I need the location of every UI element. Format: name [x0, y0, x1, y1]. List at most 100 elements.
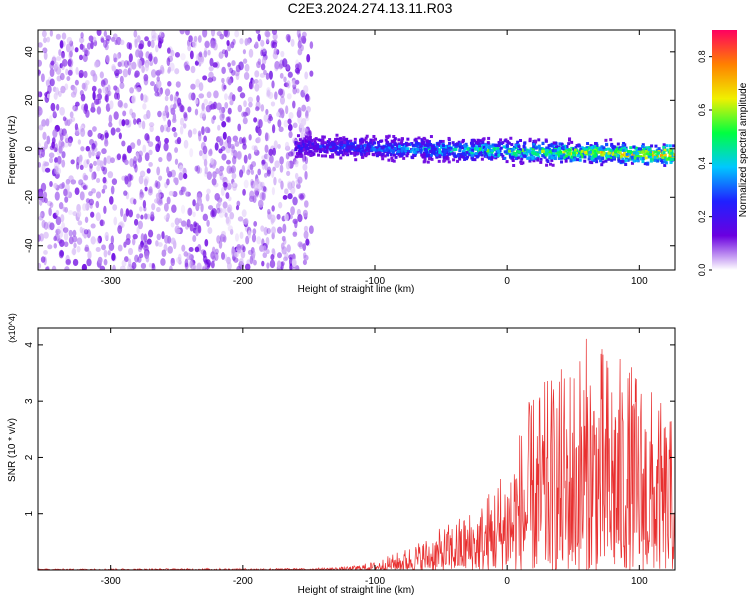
heatmap-cell — [123, 241, 127, 248]
heatmap-cell — [639, 155, 643, 159]
heatmap-cell — [551, 149, 555, 153]
heatmap-cell — [279, 96, 286, 105]
heatmap-cell — [641, 143, 645, 147]
heatmap-cell — [78, 72, 84, 79]
heatmap-cell — [163, 124, 169, 132]
heatmap-cell — [60, 214, 65, 223]
heatmap-cell — [148, 162, 153, 167]
heatmap-cell — [441, 139, 445, 143]
heatmap-cell — [549, 144, 553, 148]
heatmap-cell — [625, 152, 629, 156]
heatmap-cell — [293, 159, 299, 165]
heatmap-cell — [97, 256, 103, 264]
heatmap-cell — [38, 106, 43, 116]
heatmap-cell — [343, 140, 347, 144]
heatmap-cell — [545, 149, 549, 153]
heatmap-cell — [260, 63, 266, 71]
heatmap-cell — [59, 63, 63, 69]
heatmap-cell — [458, 145, 462, 149]
heatmap-cell — [67, 138, 72, 147]
heatmap-cell — [385, 145, 389, 149]
heatmap-cell — [38, 162, 42, 168]
heatmap-cell — [315, 149, 319, 153]
heatmap-cell — [93, 61, 100, 68]
heatmap-cell — [50, 60, 55, 66]
heatmap-cell — [76, 210, 82, 218]
heatmap-cell — [100, 38, 105, 43]
heatmap-cell — [600, 145, 604, 149]
heatmap-cell — [95, 191, 102, 199]
heatmap-cell — [86, 158, 90, 165]
heatmap-cell — [89, 163, 94, 169]
heatmap-cell — [242, 246, 246, 253]
heatmap-cell — [234, 252, 239, 258]
heatmap-cell — [251, 79, 256, 85]
heatmap-cell — [611, 146, 615, 150]
heatmap-cell — [225, 216, 230, 224]
heatmap-cell — [307, 130, 312, 138]
heatmap-cell — [68, 59, 72, 66]
heatmap-cell — [204, 41, 210, 49]
heatmap-cell — [452, 158, 456, 162]
heatmap-cell — [270, 254, 275, 261]
heatmap-cell — [108, 114, 113, 124]
heatmap-cell — [301, 117, 307, 126]
heatmap-cell — [80, 93, 86, 102]
heatmap-cell — [117, 61, 122, 68]
heatmap-cell — [208, 149, 213, 157]
heatmap-cell — [607, 151, 611, 155]
heatmap-cell — [178, 165, 184, 172]
heatmap-cell — [363, 138, 367, 142]
heatmap-cell — [103, 258, 108, 266]
heatmap-cell — [189, 148, 194, 158]
heatmap-cell — [199, 55, 204, 63]
heatmap-cell — [542, 154, 546, 158]
heatmap-cell — [180, 105, 185, 113]
heatmap-cell — [673, 153, 675, 157]
heatmap-cell — [306, 54, 311, 63]
heatmap-cell — [47, 85, 52, 94]
heatmap-cell — [644, 156, 648, 160]
heatmap-cell — [473, 158, 477, 162]
heatmap-cell — [280, 50, 285, 58]
heatmap-cell — [163, 142, 169, 152]
heatmap-cell — [171, 117, 177, 123]
heatmap-cell — [258, 119, 263, 129]
heatmap-cell — [199, 112, 204, 119]
heatmap-cell — [212, 62, 218, 68]
heatmap-cell — [106, 155, 112, 164]
heatmap-cell — [573, 158, 577, 162]
heatmap-cell — [623, 143, 627, 147]
heatmap-cell — [273, 176, 277, 186]
heatmap-cell — [257, 128, 262, 136]
heatmap-cell — [299, 144, 303, 148]
heatmap-cell — [164, 137, 169, 144]
heatmap-cell — [484, 142, 488, 146]
heatmap-cell — [299, 149, 303, 153]
heatmap-cell — [121, 259, 127, 267]
heatmap-cell — [672, 144, 675, 148]
heatmap-cell — [252, 228, 257, 235]
heatmap-cell — [167, 245, 173, 254]
heatmap-cell — [503, 139, 507, 143]
heatmap-cell — [412, 153, 416, 157]
heatmap-cell — [577, 151, 581, 155]
heatmap-cell — [96, 165, 101, 172]
heatmap-cell — [353, 137, 357, 141]
heatmap-cell — [321, 135, 325, 139]
heatmap-cell — [40, 182, 47, 192]
heatmap-cell — [472, 139, 476, 143]
heatmap-cell — [160, 258, 166, 266]
heatmap-cell — [40, 73, 45, 83]
heatmap-cell — [576, 158, 580, 162]
heatmap-cell — [38, 59, 42, 67]
heatmap-cell — [294, 155, 298, 159]
heatmap-cell — [286, 170, 291, 176]
heatmap-cell — [374, 137, 378, 141]
heatmap-cell — [648, 146, 652, 150]
heatmap-cell — [378, 151, 382, 155]
heatmap-cell — [400, 146, 404, 150]
heatmap-cell — [170, 49, 175, 57]
heatmap-cell — [64, 83, 69, 91]
heatmap-cell — [166, 57, 171, 66]
